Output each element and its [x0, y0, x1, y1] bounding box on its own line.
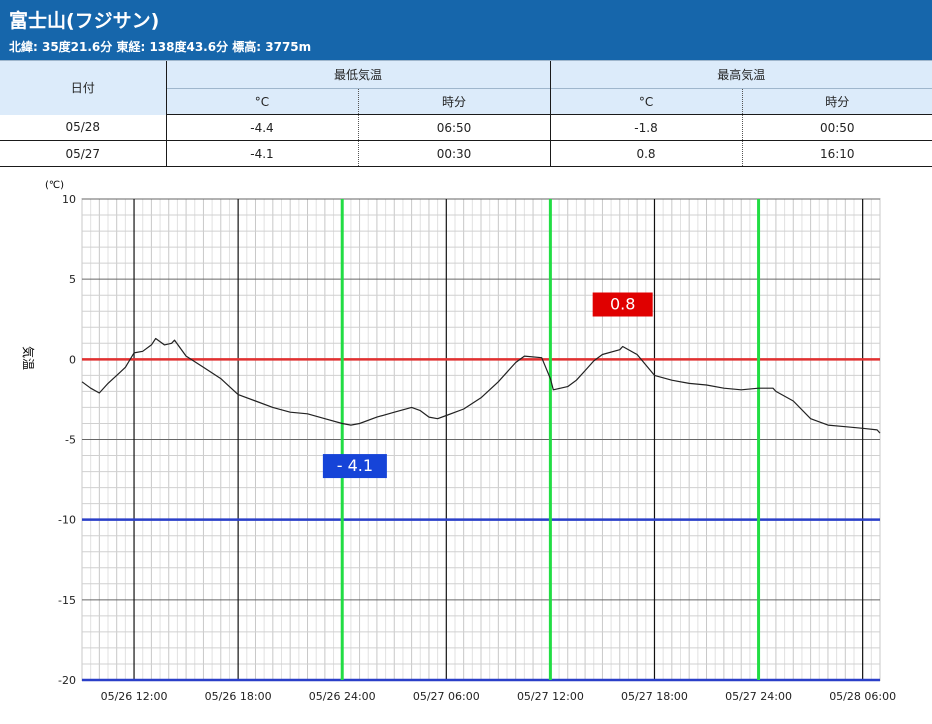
x-tick-label: 05/27 24:00 — [725, 690, 792, 703]
y-tick-label: 10 — [62, 193, 76, 206]
min-temp-group-header: 最低気温 — [165, 60, 551, 89]
max-time-header: 時分 — [741, 88, 932, 115]
value-callout-box — [322, 454, 387, 479]
x-tick-label: 05/27 06:00 — [413, 690, 480, 703]
table-row: 05/28 -4.4 06:50 -1.8 00:50 — [0, 114, 932, 141]
temperature-series-line — [81, 337, 881, 434]
min-time-header: 時分 — [357, 88, 551, 115]
row-max-temp: -1.8 — [549, 114, 743, 141]
station-title: 富士山(フジサン) — [9, 10, 160, 32]
row-max-time: 16:10 — [741, 140, 932, 167]
row-min-time: 06:50 — [357, 114, 551, 141]
row-max-temp: 0.8 — [549, 140, 743, 167]
value-callout-label: 0.8 — [610, 295, 635, 314]
y-tick-label: -20 — [58, 674, 76, 687]
y-axis-title: 気温 — [21, 346, 36, 370]
temperature-chart: (℃) 気温 10 5 0 -5 -10 -15 -20 05/26 12:00 05/26 1… — [21, 180, 896, 703]
station-header: 富士山(フジサン) 北緯: 35度21.6分 東経: 138度43.6分 標高:… — [0, 0, 932, 60]
x-tick-label: 05/26 24:00 — [309, 690, 376, 703]
max-temp-unit-header: °C — [549, 88, 743, 115]
row-min-temp: -4.4 — [165, 114, 358, 141]
row-max-time: 00:50 — [741, 114, 932, 141]
x-tick-label: 05/27 18:00 — [621, 690, 688, 703]
row-min-temp: -4.1 — [165, 140, 358, 167]
row-date: 05/28 — [0, 114, 166, 141]
value-callout-label: - 4.1 — [337, 456, 373, 475]
row-date: 05/27 — [0, 140, 166, 167]
x-tick-label: 05/27 12:00 — [517, 690, 584, 703]
y-tick-label: 5 — [69, 273, 76, 286]
station-coordinates: 北緯: 35度21.6分 東経: 138度43.6分 標高: 3775m — [9, 40, 312, 54]
temperature-summary-table: 日付 最低気温 最高気温 °C 時分 °C 時分 05/28 -4.4 06:5… — [0, 60, 932, 167]
date-column-header: 日付 — [0, 60, 166, 115]
y-tick-label: -15 — [58, 594, 76, 607]
x-tick-label: 05/26 12:00 — [101, 690, 168, 703]
max-temp-group-header: 最高気温 — [549, 60, 932, 89]
row-min-time: 00:30 — [357, 140, 551, 167]
min-temp-unit-header: °C — [165, 88, 358, 115]
y-tick-label: 0 — [69, 353, 76, 366]
y-tick-label: -10 — [58, 514, 76, 527]
x-tick-label: 05/28 06:00 — [829, 690, 896, 703]
y-unit-label: (℃) — [45, 180, 64, 191]
value-callout-box — [592, 292, 653, 317]
table-row: 05/27 -4.1 00:30 0.8 16:10 — [0, 140, 932, 167]
y-tick-label: -5 — [65, 434, 76, 447]
x-tick-label: 05/26 18:00 — [205, 690, 272, 703]
